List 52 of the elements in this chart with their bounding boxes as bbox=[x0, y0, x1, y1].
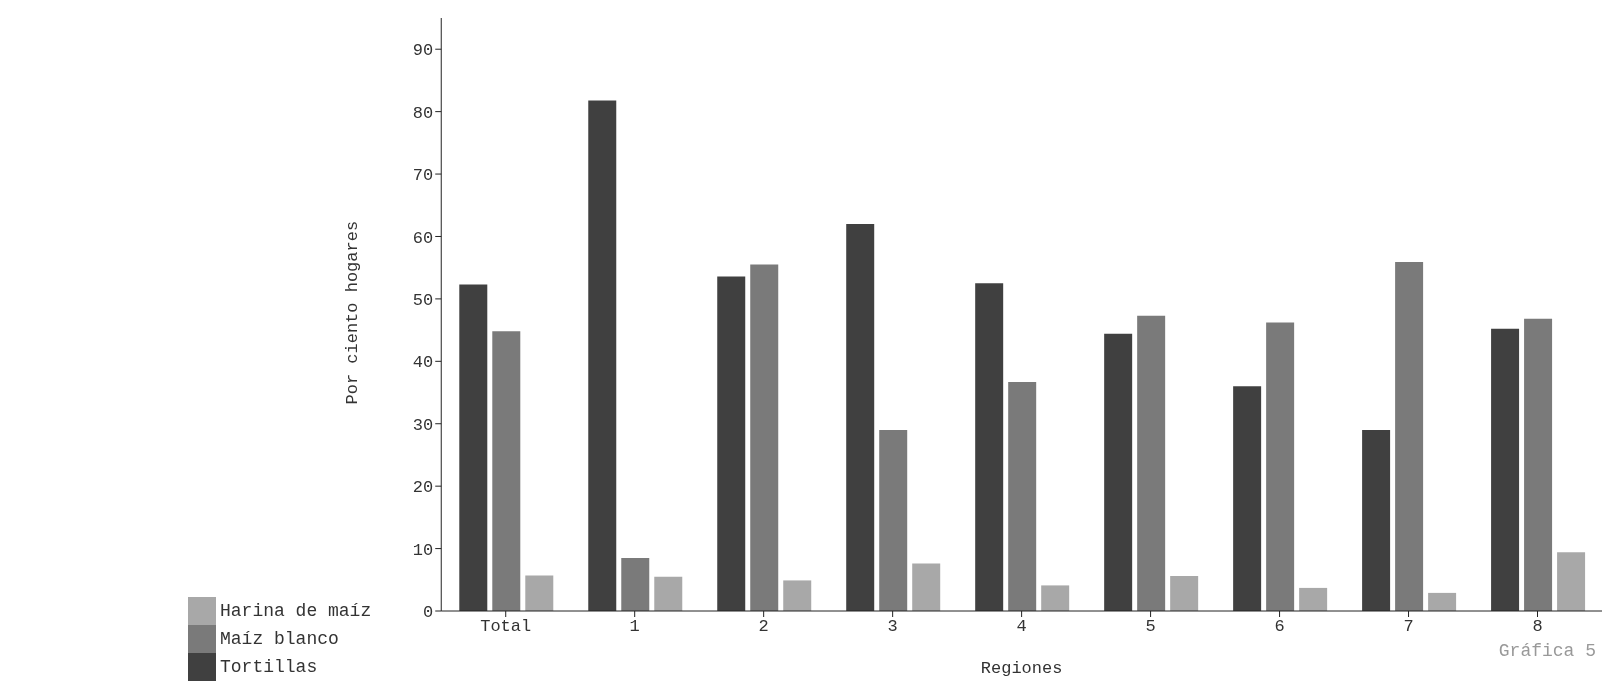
bar bbox=[1491, 328, 1520, 611]
bar bbox=[1299, 587, 1328, 611]
bar bbox=[717, 276, 746, 611]
legend-label: Tortillas bbox=[220, 656, 318, 677]
bar bbox=[459, 284, 488, 611]
y-tick-label: 20 bbox=[412, 478, 434, 498]
y-axis-title: Por ciento hogares bbox=[343, 220, 363, 405]
bar bbox=[846, 223, 875, 611]
x-tick-label: 5 bbox=[1145, 617, 1156, 637]
y-tick-label: 90 bbox=[412, 41, 434, 61]
bar bbox=[1395, 262, 1424, 611]
bar bbox=[1041, 585, 1070, 611]
bar bbox=[654, 576, 683, 611]
y-tick-label: 80 bbox=[412, 103, 434, 123]
bar bbox=[975, 283, 1004, 611]
bar bbox=[1428, 592, 1457, 611]
x-tick-label: 7 bbox=[1403, 617, 1414, 637]
x-tick-label: 8 bbox=[1532, 617, 1543, 637]
x-tick-label: 1 bbox=[629, 617, 640, 637]
x-tick-label: 3 bbox=[887, 617, 898, 637]
bar bbox=[1008, 381, 1037, 611]
bar bbox=[1137, 315, 1166, 611]
legend-label: Maíz blanco bbox=[220, 628, 339, 649]
x-tick-label: 2 bbox=[758, 617, 769, 637]
bar bbox=[1524, 318, 1553, 611]
bar bbox=[912, 563, 941, 611]
bar bbox=[588, 100, 617, 611]
x-axis-title: Regiones bbox=[980, 659, 1063, 678]
bar bbox=[1104, 333, 1133, 611]
y-tick-label: 40 bbox=[412, 353, 434, 373]
bar bbox=[1170, 576, 1199, 611]
text: Gráfica 5 bbox=[1498, 641, 1596, 661]
x-tick-label: 6 bbox=[1274, 617, 1285, 637]
bar bbox=[1362, 429, 1391, 611]
bar bbox=[621, 557, 650, 611]
bar bbox=[492, 331, 521, 611]
y-tick-label: 70 bbox=[412, 166, 434, 186]
y-tick-label: 50 bbox=[412, 290, 434, 310]
bar bbox=[783, 580, 812, 611]
bar bbox=[525, 575, 554, 611]
y-tick-label: 30 bbox=[412, 415, 434, 435]
x-tick-label: 4 bbox=[1016, 617, 1027, 637]
y-tick-label: 10 bbox=[412, 540, 434, 560]
y-tick-label: 60 bbox=[412, 228, 434, 248]
x-tick-label: Total bbox=[480, 617, 532, 637]
bar bbox=[1557, 552, 1586, 611]
bar bbox=[1266, 322, 1295, 611]
bar bbox=[750, 264, 779, 611]
legend-label: Harina de maíz bbox=[220, 600, 372, 621]
y-tick-label: 0 bbox=[423, 603, 434, 623]
bar bbox=[879, 429, 908, 611]
bar bbox=[1233, 386, 1262, 611]
